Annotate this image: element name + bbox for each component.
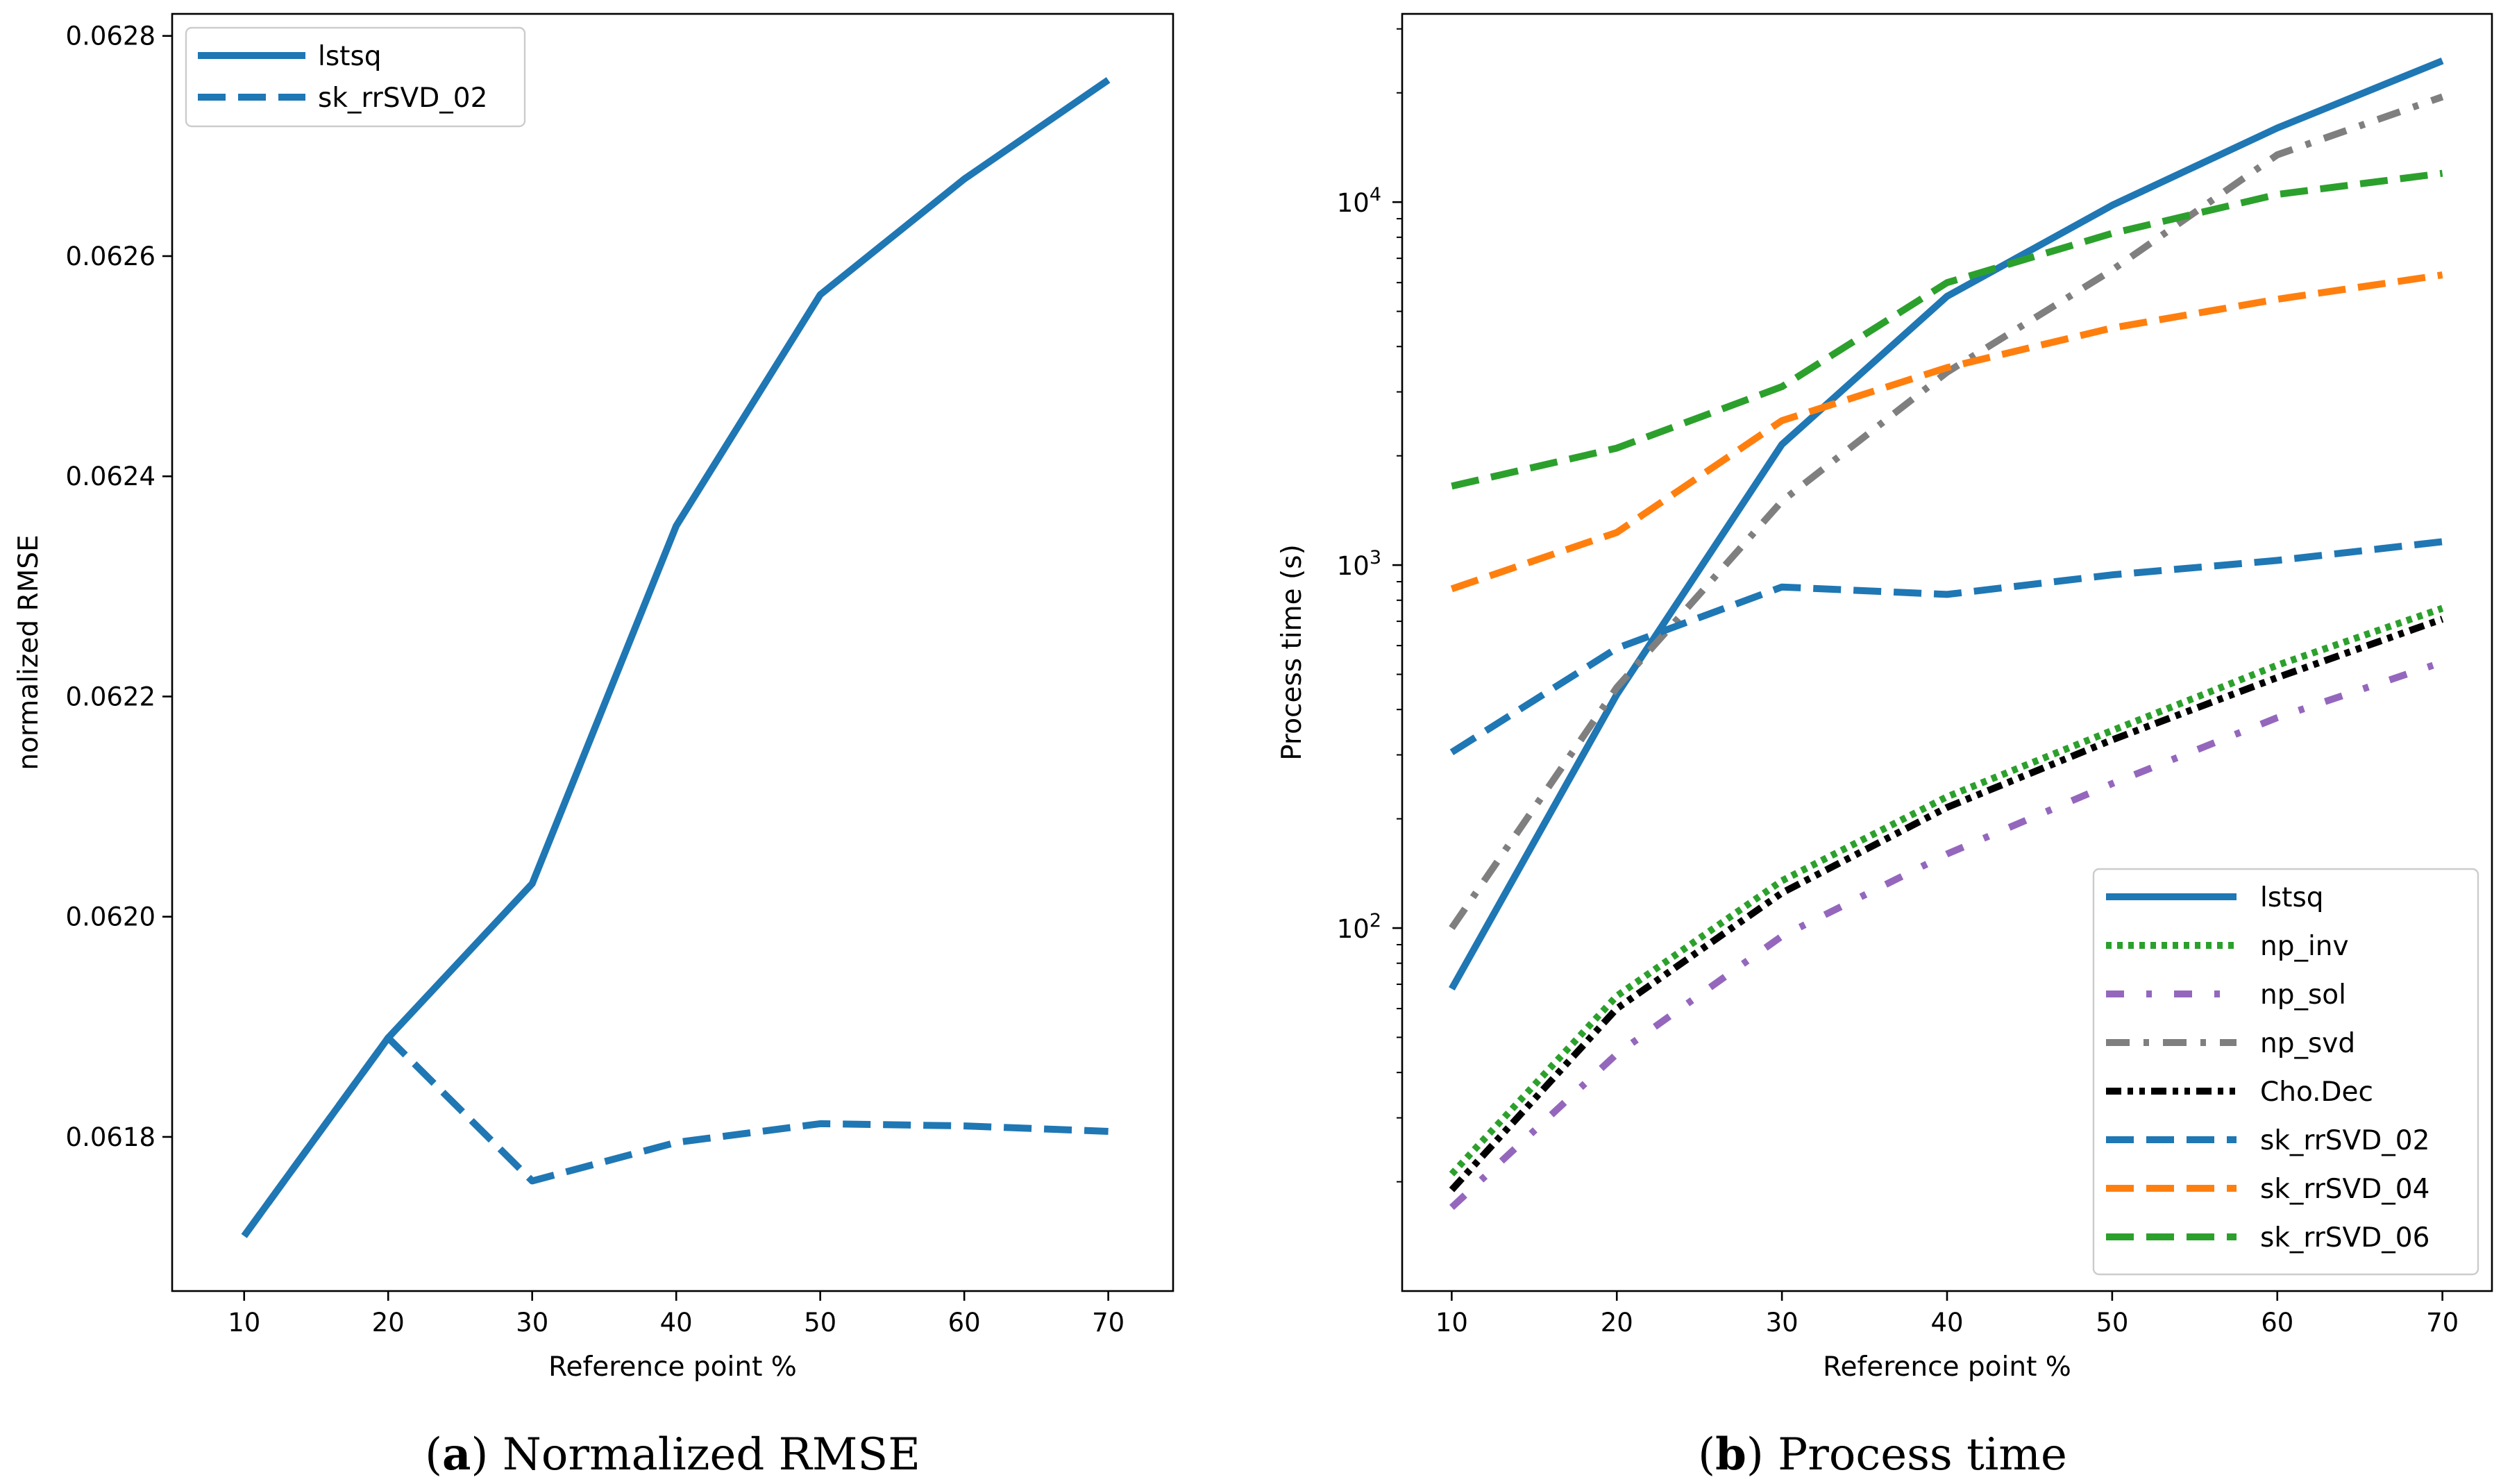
panel-b-x-axis-label: Reference point %	[1823, 1351, 2071, 1383]
x-tick-label: 40	[1930, 1308, 1963, 1338]
legend-b-lstsq-label: lstsq	[2260, 882, 2324, 913]
x-tick-label: 20	[372, 1308, 405, 1338]
panel-b-legend-box	[2092, 868, 2479, 1276]
panel-a-y-axis-label: normalized RMSE	[13, 534, 44, 770]
panel-b-caption-letter: b	[1715, 1428, 1746, 1481]
panel-a-axes-frame	[171, 12, 1174, 1292]
panel-a-normalized-rmse: 10 20 30 40 50 60 70 0.06180.06200.06220.06240…	[13, 12, 1174, 1481]
x-tick-label: 50	[2096, 1308, 2128, 1338]
legend-b-np-inv-label: np_inv	[2260, 931, 2349, 962]
series-b-sk-rrsvd-02-line	[1449, 538, 2443, 756]
legend-b-np-sol-label: np_sol	[2260, 979, 2346, 1011]
legend-a-lstsq-label: lstsq	[318, 41, 382, 72]
legend-b-np-svd-label: np_svd	[2260, 1028, 2355, 1059]
series-b-np-sol-line	[1449, 659, 2444, 1211]
panel-a-x-axis-label: Reference point %	[548, 1351, 797, 1383]
y-tick-label: 0.0626	[66, 242, 155, 271]
y-tick-label: 103	[1337, 547, 1381, 581]
panel-b-x-ticks: 10 20 30 40 50 60 70	[1435, 1291, 2459, 1338]
y-tick-label: 0.0622	[66, 682, 155, 711]
x-tick-label: 60	[2261, 1308, 2293, 1338]
y-tick-label: 102	[1337, 910, 1381, 944]
series-a-sk-rrsvd-02-line	[241, 1034, 1109, 1238]
panel-a-caption-text: Normalized RMSE	[503, 1429, 920, 1481]
y-tick-label: 0.0624	[66, 462, 155, 491]
panel-a-legend: lstsq sk_rrSVD_02	[185, 26, 526, 128]
panel-b-caption-text: Process time	[1778, 1429, 2067, 1481]
x-tick-label: 20	[1601, 1308, 1633, 1338]
legend-b-sk-rrsvd-02-label: sk_rrSVD_02	[2260, 1125, 2429, 1156]
legend-b-cho-dec-label: Cho.Dec	[2260, 1077, 2373, 1108]
x-tick-label: 30	[1766, 1308, 1799, 1338]
y-tick-label: 0.0618	[66, 1122, 155, 1152]
series-b-sk-rrsvd-06-line	[1451, 169, 2443, 490]
panel-b-caption: (b) Process time	[1698, 1428, 2067, 1481]
panel-b-y-ticks: 102 103 104	[1337, 28, 1402, 1183]
series-b-np-svd-line	[1449, 93, 2444, 930]
x-tick-label: 10	[1435, 1308, 1468, 1338]
y-tick-label: 104	[1337, 184, 1381, 218]
x-tick-label: 60	[948, 1308, 981, 1338]
panel-a-y-ticks: 0.0618 0.0620 0.0622 0.0624 0.0626 0.0628	[66, 22, 172, 1152]
panel-a-series-lines	[241, 77, 1111, 1238]
x-tick-label: 10	[228, 1308, 260, 1338]
x-tick-label: 70	[1092, 1308, 1125, 1338]
panel-a-caption: (a) Normalized RMSE	[425, 1428, 920, 1481]
series-b-cho-dec-line	[1449, 616, 2444, 1192]
x-tick-label: 40	[660, 1308, 693, 1338]
series-b-lstsq-line	[1449, 57, 2444, 991]
y-tick-label: 0.0620	[66, 902, 155, 932]
legend-b-sk-rrsvd-04-label: sk_rrSVD_04	[2260, 1174, 2429, 1205]
y-tick-label: 0.0628	[66, 22, 155, 51]
panel-a-caption-letter: a	[442, 1428, 471, 1481]
x-tick-label: 30	[516, 1308, 548, 1338]
x-tick-label: 70	[2426, 1308, 2459, 1338]
panel-b-process-time: 10 20 30 40 50 60 70 102 103 104 Reference point…	[1277, 12, 2493, 1481]
x-tick-label: 50	[804, 1308, 836, 1338]
panel-b-legend: lstsq np_inv np_sol np_svd Cho.Dec sk_rrSVD_0…	[2092, 868, 2479, 1276]
legend-a-sk-rrsvd-02-label: sk_rrSVD_02	[318, 83, 487, 114]
legend-b-sk-rrsvd-06-label: sk_rrSVD_06	[2260, 1222, 2429, 1254]
panel-b-y-axis-label: Process time (s)	[1277, 544, 1308, 761]
panel-b-series-lines	[1449, 57, 2444, 1211]
series-b-sk-rrsvd-04-line	[1450, 271, 2443, 593]
panel-a-x-ticks: 10 20 30 40 50 60 70	[228, 1291, 1125, 1338]
